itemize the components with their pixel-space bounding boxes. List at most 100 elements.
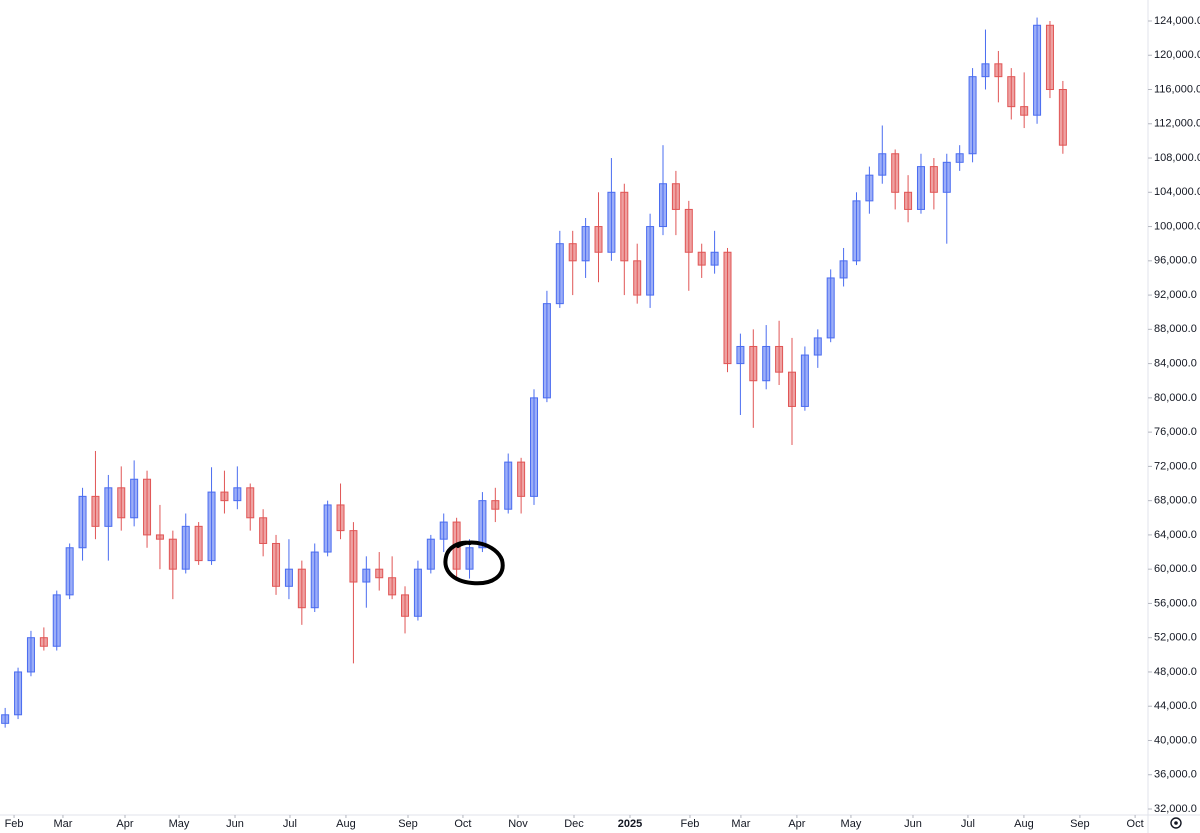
y-tick-label: 120,000.0 bbox=[1154, 49, 1200, 61]
candle-body bbox=[813, 337, 822, 356]
x-tick-label: Aug bbox=[1014, 818, 1034, 830]
candle-body bbox=[517, 461, 526, 497]
candle-body bbox=[504, 461, 513, 510]
candle-body bbox=[272, 542, 281, 587]
x-tick-label: Mar bbox=[53, 818, 72, 830]
candle-body bbox=[955, 153, 964, 163]
plot-area bbox=[1, 17, 1067, 728]
y-tick-label: 80,000.0 bbox=[1154, 392, 1197, 404]
x-tick-label: Aug bbox=[336, 818, 356, 830]
candle-body bbox=[233, 487, 242, 502]
candle-body bbox=[52, 594, 61, 647]
candle-body bbox=[91, 495, 100, 527]
candle-body bbox=[826, 277, 835, 339]
x-tick-label: Oct bbox=[1127, 818, 1144, 830]
candle-body bbox=[968, 76, 977, 155]
candle-body bbox=[697, 251, 706, 266]
y-tick-label: 60,000.0 bbox=[1154, 563, 1197, 575]
candle-body bbox=[994, 63, 1003, 78]
candle-body bbox=[555, 243, 564, 305]
candle-body bbox=[762, 345, 771, 382]
y-tick-label: 112,000.0 bbox=[1154, 118, 1200, 130]
x-tick-label: Apr bbox=[788, 818, 805, 830]
candle-body bbox=[800, 354, 809, 407]
candle-body bbox=[117, 487, 126, 519]
y-tick-label: 68,000.0 bbox=[1154, 495, 1197, 507]
candle-body bbox=[220, 491, 229, 502]
candle-body bbox=[710, 251, 719, 266]
candle-body bbox=[284, 568, 293, 587]
candle-body bbox=[633, 260, 642, 296]
candle-body bbox=[478, 500, 487, 549]
y-tick-label: 36,000.0 bbox=[1154, 769, 1197, 781]
candle-body bbox=[426, 538, 435, 570]
candle-body bbox=[349, 530, 358, 583]
candle-body bbox=[26, 637, 35, 673]
candle-body bbox=[323, 504, 332, 553]
x-tick-label: Nov bbox=[508, 818, 528, 830]
x-tick-label: May bbox=[169, 818, 190, 830]
candle-body bbox=[65, 547, 74, 596]
x-tick-label: Dec bbox=[564, 818, 584, 830]
y-tick-label: 64,000.0 bbox=[1154, 529, 1197, 541]
candle-body bbox=[620, 191, 629, 262]
candle-body bbox=[581, 226, 590, 262]
y-tick-label: 100,000.0 bbox=[1154, 220, 1200, 232]
y-tick-label: 96,000.0 bbox=[1154, 255, 1197, 267]
y-tick-label: 88,000.0 bbox=[1154, 323, 1197, 335]
settings-icon[interactable] bbox=[1170, 817, 1182, 829]
candle-body bbox=[336, 504, 345, 532]
candle-body bbox=[259, 517, 268, 544]
candle-body bbox=[671, 183, 680, 210]
candle-body bbox=[155, 534, 164, 540]
y-tick-label: 56,000.0 bbox=[1154, 597, 1197, 609]
candle-body bbox=[246, 487, 255, 519]
candle-body bbox=[375, 568, 384, 579]
y-tick-label: 104,000.0 bbox=[1154, 186, 1200, 198]
candle-body bbox=[401, 594, 410, 617]
x-tick-label: Jun bbox=[904, 818, 922, 830]
candle-body bbox=[1033, 24, 1042, 116]
x-tick-label: Oct bbox=[454, 818, 471, 830]
candle-body bbox=[929, 166, 938, 193]
y-tick-label: 84,000.0 bbox=[1154, 358, 1197, 370]
candle-body bbox=[646, 226, 655, 296]
candle-body bbox=[839, 260, 848, 279]
x-tick-label: Feb bbox=[680, 818, 699, 830]
x-tick-label: Jul bbox=[283, 818, 297, 830]
candle-body bbox=[530, 397, 539, 497]
candle-body bbox=[568, 243, 577, 262]
annotation-circle bbox=[443, 540, 505, 586]
y-tick-label: 40,000.0 bbox=[1154, 734, 1197, 746]
y-tick-label: 52,000.0 bbox=[1154, 632, 1197, 644]
x-tick-label: Apr bbox=[116, 818, 133, 830]
candle-body bbox=[891, 153, 900, 193]
x-tick-label: Sep bbox=[1070, 818, 1090, 830]
candle-body bbox=[439, 521, 448, 540]
candle-body bbox=[852, 200, 861, 262]
x-tick-label: Mar bbox=[731, 818, 750, 830]
candle-body bbox=[904, 191, 913, 210]
x-tick-label: 2025 bbox=[618, 818, 642, 830]
candle-body bbox=[736, 345, 745, 365]
y-tick-label: 72,000.0 bbox=[1154, 460, 1197, 472]
candle-body bbox=[659, 183, 668, 228]
candle-body bbox=[194, 525, 203, 562]
candle-body bbox=[865, 174, 874, 202]
x-tick-label: Jul bbox=[961, 818, 975, 830]
y-tick-label: 108,000.0 bbox=[1154, 152, 1200, 164]
y-tick-label: 124,000.0 bbox=[1154, 15, 1200, 27]
candle-body bbox=[878, 153, 887, 176]
candle-body bbox=[594, 226, 603, 253]
candle-body bbox=[310, 551, 319, 609]
y-tick-label: 76,000.0 bbox=[1154, 426, 1197, 438]
candle-body bbox=[388, 577, 397, 596]
x-tick-label: May bbox=[841, 818, 862, 830]
candle-body bbox=[413, 568, 422, 617]
candle-body bbox=[207, 491, 216, 562]
candle-body bbox=[78, 495, 87, 549]
x-tick-label: Feb bbox=[5, 818, 24, 830]
candle-body bbox=[104, 487, 113, 527]
candle-body bbox=[607, 191, 616, 253]
